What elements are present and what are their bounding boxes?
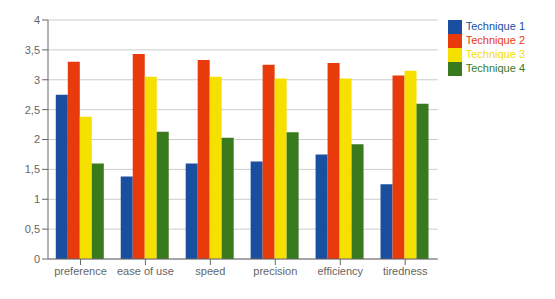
svg-text:preference: preference: [54, 265, 107, 277]
svg-text:efficiency: efficiency: [317, 265, 363, 277]
svg-text:4: 4: [34, 14, 40, 26]
svg-text:2: 2: [34, 133, 40, 145]
svg-text:0: 0: [34, 253, 40, 265]
svg-text:speed: speed: [195, 265, 225, 277]
svg-text:3,5: 3,5: [25, 44, 40, 56]
svg-text:1,5: 1,5: [25, 163, 40, 175]
svg-text:3: 3: [34, 74, 40, 86]
html-text:Technique 2: Technique 2: [465, 34, 525, 47]
svg-text:ease of use: ease of use: [117, 265, 174, 277]
svg-text:precision: precision: [253, 265, 297, 277]
svg-text:2,5: 2,5: [25, 104, 40, 116]
svg-text:1: 1: [34, 193, 40, 205]
html-text:Technique 1: Technique 1: [465, 20, 525, 32]
svg-text:tiredness: tiredness: [383, 265, 428, 277]
svg-text:0,5: 0,5: [25, 223, 40, 235]
html-text:Technique 4: Technique 4: [465, 62, 525, 75]
html-text:Technique 3: Technique 3: [465, 48, 525, 61]
